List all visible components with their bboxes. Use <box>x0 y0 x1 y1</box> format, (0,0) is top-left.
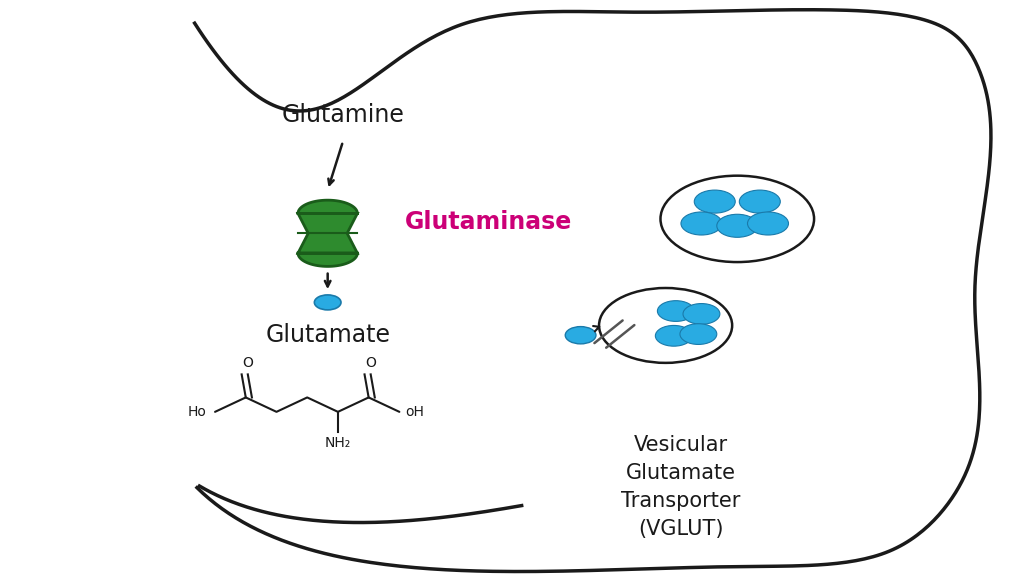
Circle shape <box>748 212 788 235</box>
Circle shape <box>565 327 596 344</box>
Circle shape <box>657 301 694 321</box>
Circle shape <box>655 325 692 346</box>
Circle shape <box>683 304 720 324</box>
Circle shape <box>694 190 735 213</box>
Text: Vesicular
Glutamate
Transporter
(VGLUT): Vesicular Glutamate Transporter (VGLUT) <box>622 435 740 539</box>
Circle shape <box>681 212 722 235</box>
Circle shape <box>680 324 717 344</box>
Text: Glutaminase: Glutaminase <box>404 210 571 234</box>
Circle shape <box>660 176 814 262</box>
Text: oH: oH <box>406 405 424 419</box>
Text: NH₂: NH₂ <box>325 436 351 450</box>
Text: O: O <box>366 356 376 370</box>
Polygon shape <box>298 200 357 266</box>
Circle shape <box>314 295 341 310</box>
Circle shape <box>739 190 780 213</box>
Circle shape <box>717 214 758 237</box>
Text: Glutamine: Glutamine <box>282 103 404 127</box>
Circle shape <box>599 288 732 363</box>
Text: O: O <box>243 356 253 370</box>
Text: Glutamate: Glutamate <box>265 323 390 347</box>
Text: Ho: Ho <box>188 405 207 419</box>
